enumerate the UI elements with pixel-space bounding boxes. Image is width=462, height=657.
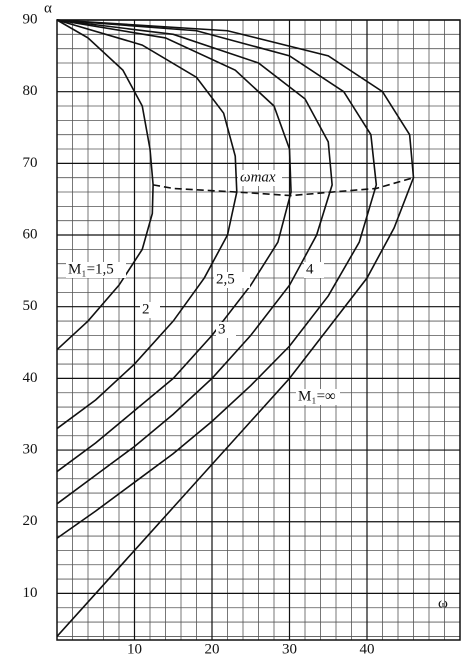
x-tick-label: 20	[205, 641, 220, 657]
curve-label: M₁=∞	[298, 388, 336, 404]
curve	[56, 19, 238, 430]
dashed-curve	[152, 176, 414, 197]
y-axis-label: α	[44, 0, 52, 16]
x-axis-label: ω	[438, 595, 448, 611]
y-tick-label: 30	[23, 441, 38, 457]
y-tick-label: 60	[23, 226, 38, 242]
label-bg	[214, 272, 250, 288]
curve-label: 4	[306, 261, 314, 277]
curve	[56, 19, 292, 473]
label-bg	[304, 262, 324, 278]
curve-label: 2	[142, 301, 150, 317]
y-tick-label: 80	[23, 83, 38, 99]
curve-label: 2,5	[216, 271, 235, 287]
plot-frame	[56, 19, 461, 641]
y-tick-label: 70	[23, 155, 38, 171]
label-bg	[66, 262, 126, 278]
curve	[56, 19, 154, 351]
curve-label: ωmax	[240, 169, 276, 185]
curve	[56, 19, 378, 539]
y-tick-label: 10	[23, 585, 38, 601]
curve-label: 3	[218, 321, 226, 337]
label-bg	[140, 302, 160, 318]
x-tick-label: 30	[282, 641, 297, 657]
x-tick-label: 40	[360, 641, 375, 657]
x-tick-label: 10	[127, 641, 142, 657]
y-tick-label: 40	[23, 370, 38, 386]
curve	[56, 19, 415, 637]
curve	[56, 19, 333, 505]
y-tick-label: 90	[23, 11, 38, 27]
label-bg	[216, 322, 236, 338]
y-tick-label: 20	[23, 513, 38, 529]
label-bg	[296, 389, 340, 405]
curve-label: M₁=1,5	[68, 261, 114, 277]
label-bg	[238, 170, 282, 186]
y-tick-label: 50	[23, 298, 38, 314]
